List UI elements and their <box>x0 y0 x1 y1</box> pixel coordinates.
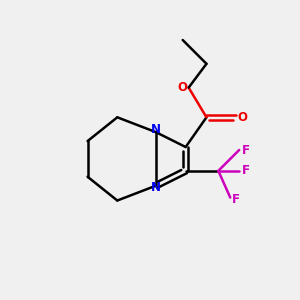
Text: N: N <box>151 181 161 194</box>
Text: F: F <box>242 143 250 157</box>
Text: N: N <box>151 123 161 136</box>
Text: F: F <box>242 164 250 177</box>
Text: O: O <box>238 111 248 124</box>
Text: F: F <box>232 194 240 206</box>
Text: O: O <box>177 81 187 94</box>
